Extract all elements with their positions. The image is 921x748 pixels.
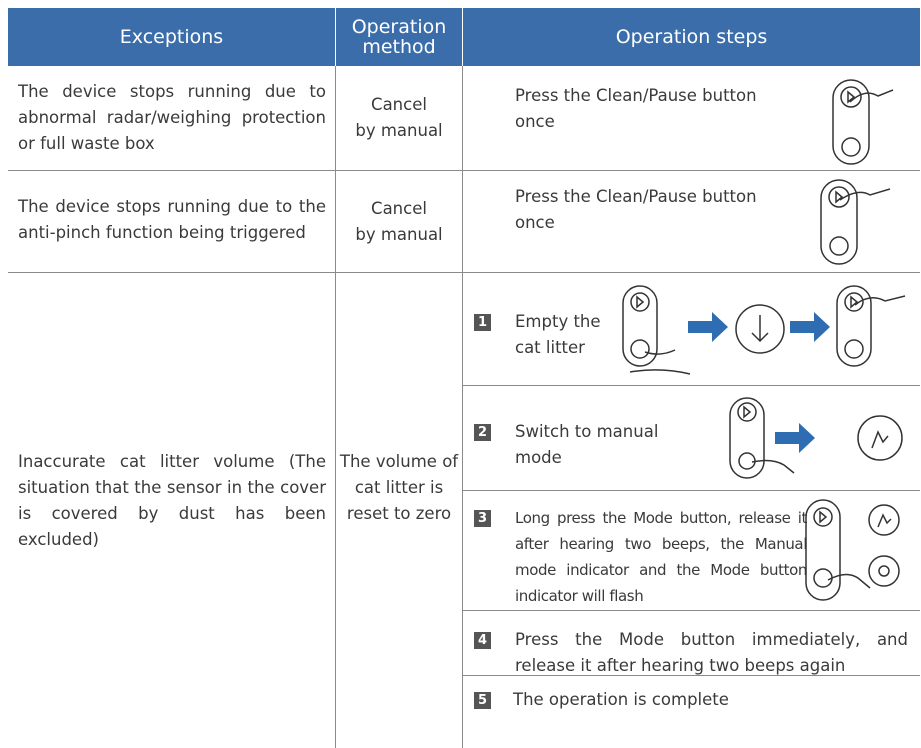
method: Cancel by manual bbox=[336, 196, 462, 248]
device-icon bbox=[805, 499, 871, 601]
method-line: Cancel bbox=[371, 95, 427, 114]
row-line bbox=[462, 385, 920, 386]
method-line: by manual bbox=[355, 121, 443, 140]
col-line bbox=[462, 66, 463, 748]
step-number: 1 bbox=[474, 314, 491, 331]
step-number: 4 bbox=[474, 632, 491, 649]
method-line: by manual bbox=[355, 225, 443, 244]
row-line bbox=[462, 675, 920, 676]
method-line: Cancel bbox=[371, 199, 427, 218]
step-text: Empty the cat litter bbox=[515, 312, 601, 357]
method-line: The volume of bbox=[339, 452, 459, 471]
gear-icon bbox=[868, 555, 900, 587]
step-number: 5 bbox=[474, 692, 491, 709]
device-icon bbox=[622, 285, 691, 375]
step-text: Press the Clean/Pause button once bbox=[515, 86, 757, 131]
step-number: 3 bbox=[474, 510, 491, 527]
method: The volume of cat litter is reset to zero bbox=[336, 449, 462, 527]
header-cell: Operation steps bbox=[463, 8, 920, 66]
arrow bbox=[775, 423, 815, 453]
down-icon bbox=[735, 304, 785, 354]
row-line bbox=[8, 272, 920, 273]
device-icon bbox=[836, 285, 906, 367]
arrow bbox=[688, 312, 728, 342]
step-text: Press the Mode button immediately, and r… bbox=[515, 630, 908, 675]
device-icon bbox=[832, 79, 894, 165]
step-text: Long press the Mode button, release it a… bbox=[515, 509, 807, 605]
method-line: cat litter is bbox=[354, 478, 444, 497]
header-text: method bbox=[362, 36, 436, 58]
method-line: reset to zero bbox=[346, 504, 452, 523]
exception: Inaccurate cat litter volume (The situat… bbox=[18, 452, 326, 549]
header-text: Exceptions bbox=[119, 26, 224, 48]
exception: The device stops running due to abnormal… bbox=[18, 82, 326, 153]
step-text: The operation is complete bbox=[513, 690, 729, 709]
row-line bbox=[8, 170, 920, 171]
hand-icon bbox=[868, 504, 900, 536]
step-text: Switch to manual mode bbox=[515, 422, 659, 467]
step-text: Press the Clean/Pause button once bbox=[515, 187, 757, 232]
device-icon bbox=[729, 397, 795, 479]
hand-icon bbox=[857, 415, 903, 461]
header-text: Operation bbox=[351, 16, 447, 38]
row-line bbox=[462, 610, 920, 611]
exception: The device stops running due to the anti… bbox=[18, 197, 326, 242]
step-number: 2 bbox=[474, 424, 491, 441]
header-cell: Exceptions bbox=[8, 8, 335, 66]
header-text: Operation steps bbox=[615, 26, 768, 48]
method: Cancel by manual bbox=[336, 92, 462, 144]
arrow bbox=[790, 312, 830, 342]
header-cell: Operation method bbox=[336, 8, 462, 66]
device-icon bbox=[820, 179, 891, 265]
col-line bbox=[335, 66, 336, 748]
row-line bbox=[462, 490, 920, 491]
